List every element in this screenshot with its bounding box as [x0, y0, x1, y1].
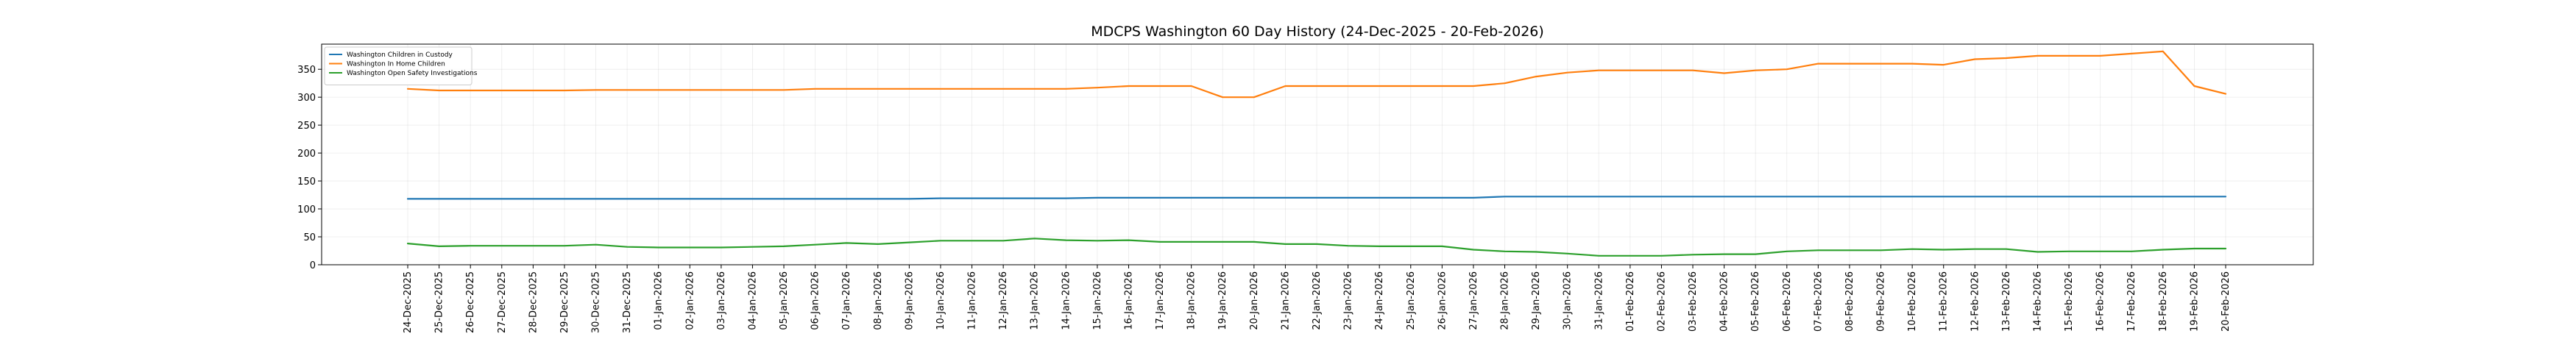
x-tick-label: 28-Dec-2025	[528, 271, 539, 333]
x-tick-label: 17-Feb-2026	[2126, 271, 2137, 332]
y-tick-label: 100	[297, 204, 316, 215]
x-tick-label: 02-Feb-2026	[1656, 271, 1667, 332]
legend-box	[324, 46, 473, 85]
x-tick-label: 30-Dec-2025	[591, 271, 602, 333]
legend-label: Washington In Home Children	[347, 61, 445, 68]
x-tick-label: 01-Jan-2026	[654, 271, 665, 330]
x-tick-label: 13-Jan-2026	[1030, 271, 1041, 330]
series-lines	[406, 50, 2227, 257]
x-tick-label: 16-Feb-2026	[2095, 271, 2106, 332]
x-tick-label: 04-Feb-2026	[1719, 271, 1730, 332]
x-tick-label: 14-Feb-2026	[2032, 271, 2043, 332]
x-tick-label: 08-Feb-2026	[1844, 271, 1855, 332]
x-tick-label: 14-Jan-2026	[1061, 271, 1072, 330]
x-tick-label: 29-Jan-2026	[1531, 271, 1542, 330]
x-tick-label: 25-Dec-2025	[434, 271, 445, 333]
x-tick-label: 05-Jan-2026	[779, 271, 790, 330]
x-tick-label: 01-Feb-2026	[1625, 271, 1636, 332]
y-tick-label: 300	[297, 93, 316, 104]
x-tick-label: 15-Feb-2026	[2064, 271, 2075, 332]
x-tick-label: 23-Jan-2026	[1343, 271, 1354, 330]
series-line-2	[406, 50, 2227, 99]
x-tick-label: 30-Jan-2026	[1563, 271, 1574, 330]
x-tick-label: 03-Jan-2026	[716, 271, 727, 330]
x-tick-label: 27-Dec-2025	[497, 271, 508, 333]
legend-label: Washington Open Safety Investigations	[347, 70, 478, 77]
legend: Washington Children in Custody Washington…	[324, 46, 478, 85]
grid	[322, 44, 2313, 265]
chart-title: MDCPS Washington 60 Day History (24-Dec-…	[1091, 24, 1544, 40]
x-tick-label: 31-Dec-2025	[622, 271, 633, 333]
x-tick-label: 31-Jan-2026	[1593, 271, 1604, 330]
x-tick-label: 25-Jan-2026	[1406, 271, 1417, 330]
x-tick-label: 13-Feb-2026	[2001, 271, 2012, 332]
y-axis-ticks: 0 50 100 150 200 250 300 350	[297, 65, 322, 271]
x-tick-label: 03-Feb-2026	[1688, 271, 1699, 332]
x-tick-label: 19-Feb-2026	[2189, 271, 2200, 332]
x-tick-label: 24-Dec-2025	[403, 271, 414, 333]
y-tick-label: 0	[310, 260, 316, 271]
legend-label: Washington Children in Custody	[347, 51, 453, 59]
x-tick-label: 05-Feb-2026	[1750, 271, 1761, 332]
x-tick-label: 09-Feb-2026	[1876, 271, 1887, 332]
x-tick-label: 17-Jan-2026	[1155, 271, 1166, 330]
y-tick-label: 250	[297, 121, 316, 132]
x-tick-label: 16-Jan-2026	[1123, 271, 1134, 330]
x-tick-label: 11-Feb-2026	[1939, 271, 1950, 332]
x-tick-label: 06-Feb-2026	[1782, 271, 1793, 332]
y-tick-label: 200	[297, 149, 316, 160]
x-tick-label: 10-Feb-2026	[1907, 271, 1918, 332]
x-tick-label: 18-Jan-2026	[1186, 271, 1197, 330]
x-tick-label: 24-Jan-2026	[1374, 271, 1385, 330]
x-tick-label: 18-Feb-2026	[2158, 271, 2169, 332]
x-tick-label: 11-Jan-2026	[967, 271, 978, 330]
x-tick-label: 20-Jan-2026	[1249, 271, 1260, 330]
x-tick-label: 04-Jan-2026	[747, 271, 758, 330]
plot-frame	[321, 43, 2314, 265]
y-tick-label: 150	[297, 176, 316, 188]
x-axis-ticks: 24-Dec-2025 25-Dec-2025 26-Dec-2025 27-Dec-…	[403, 265, 2232, 333]
x-tick-label: 29-Dec-2025	[559, 271, 570, 333]
x-tick-label: 08-Jan-2026	[873, 271, 884, 330]
x-tick-label: 27-Jan-2026	[1468, 271, 1479, 330]
x-tick-label: 15-Jan-2026	[1092, 271, 1103, 330]
x-tick-label: 28-Jan-2026	[1500, 271, 1511, 330]
x-tick-label: 06-Jan-2026	[810, 271, 821, 330]
x-tick-label: 22-Jan-2026	[1312, 271, 1323, 330]
x-tick-label: 12-Feb-2026	[1970, 271, 1981, 332]
x-tick-label: 12-Jan-2026	[998, 271, 1009, 330]
x-tick-label: 20-Feb-2026	[2221, 271, 2232, 332]
x-tick-label: 07-Jan-2026	[841, 271, 852, 330]
series-line-3	[406, 238, 2227, 257]
y-tick-label: 50	[303, 232, 316, 243]
x-tick-label: 10-Jan-2026	[935, 271, 946, 330]
series-line-1	[406, 196, 2227, 200]
x-tick-label: 26-Dec-2025	[465, 271, 476, 333]
x-tick-label: 02-Jan-2026	[684, 271, 696, 330]
x-tick-label: 07-Feb-2026	[1813, 271, 1824, 332]
x-tick-label: 09-Jan-2026	[904, 271, 915, 330]
x-tick-label: 21-Jan-2026	[1280, 271, 1291, 330]
y-tick-label: 350	[297, 65, 316, 76]
x-tick-label: 26-Jan-2026	[1437, 271, 1448, 330]
x-tick-label: 19-Jan-2026	[1217, 271, 1228, 330]
